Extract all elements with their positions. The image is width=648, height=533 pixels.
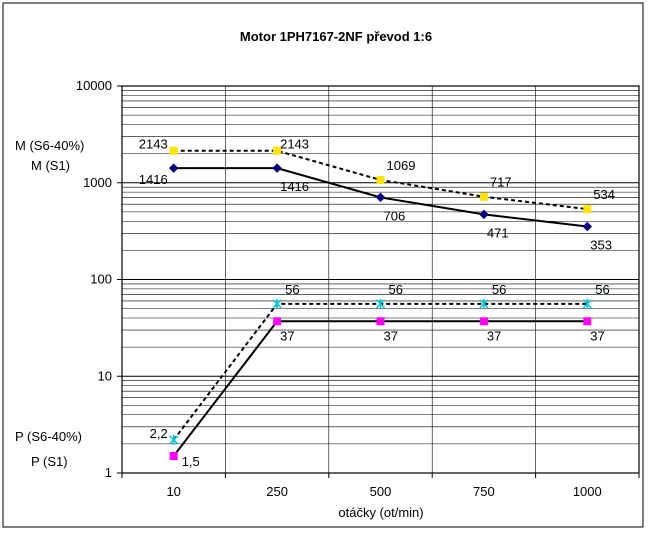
data-label: 37 [590,328,604,343]
marker-point [272,163,282,173]
x-axis-title: otáčky (ot/min) [338,505,423,520]
data-label: 1416 [280,179,309,194]
marker-point [479,298,489,309]
x-tick-label: 10 [166,484,180,499]
data-label: 37 [384,328,398,343]
data-label: 56 [595,282,609,297]
data-label: 717 [490,175,512,190]
y-tick-label: 1000 [83,175,112,190]
marker-point [169,451,178,460]
data-label: 706 [384,208,406,223]
x-axis-ticks: 10 250 500 750 1000 [121,473,640,499]
data-label: 471 [487,225,509,240]
series-markers [168,146,593,460]
data-labels: 2143 2143 1069 717 534 1416 1416 706 471 353 2,2 56… [139,137,615,469]
marker-point [273,317,282,326]
data-label: 37 [280,328,294,343]
data-label: 56 [389,282,403,297]
x-tick-label: 250 [266,484,288,499]
series-label-m-s6: M (S6-40%) [15,138,84,153]
x-tick-label: 500 [370,484,392,499]
x-tick-label: 1000 [573,484,602,499]
marker-point [479,209,489,220]
data-label: 353 [590,238,612,253]
data-label: 37 [487,328,501,343]
marker-point [583,317,592,326]
marker-point [273,146,282,155]
data-label: 534 [593,187,615,202]
marker-point [583,205,592,214]
data-label: 56 [492,282,506,297]
data-label: 1,5 [182,454,200,469]
marker-point [169,146,178,155]
y-tick-label: 100 [90,272,112,287]
marker-point [375,192,386,203]
series-label-p-s6: P (S6-40%) [15,429,82,444]
marker-point [479,317,488,326]
series-label-m-s1: M (S1) [31,158,70,173]
data-label: 2,2 [150,426,168,441]
marker-point [582,298,592,309]
data-label: 2143 [139,137,168,152]
marker-point [376,317,385,326]
data-label: 2143 [280,137,309,152]
y-tick-label: 1 [105,465,112,480]
y-axis-ticks: 1 10 100 1000 10000 [76,78,122,480]
y-tick-label: 10000 [76,78,112,93]
data-label: 1069 [387,158,416,173]
y-tick-label: 10 [98,368,112,383]
marker-point [272,298,282,309]
marker-point [582,221,593,232]
marker-point [375,298,386,309]
marker-point [169,434,179,445]
chart-title: Motor 1PH7167-2NF převod 1:6 [240,29,432,44]
marker-point [376,175,385,184]
series-label-p-s1: P (S1) [31,454,68,469]
data-label: 56 [285,282,299,297]
x-tick-label: 750 [473,484,495,499]
marker-point [479,192,488,201]
marker-point [168,163,179,173]
data-label: 1416 [139,172,168,187]
